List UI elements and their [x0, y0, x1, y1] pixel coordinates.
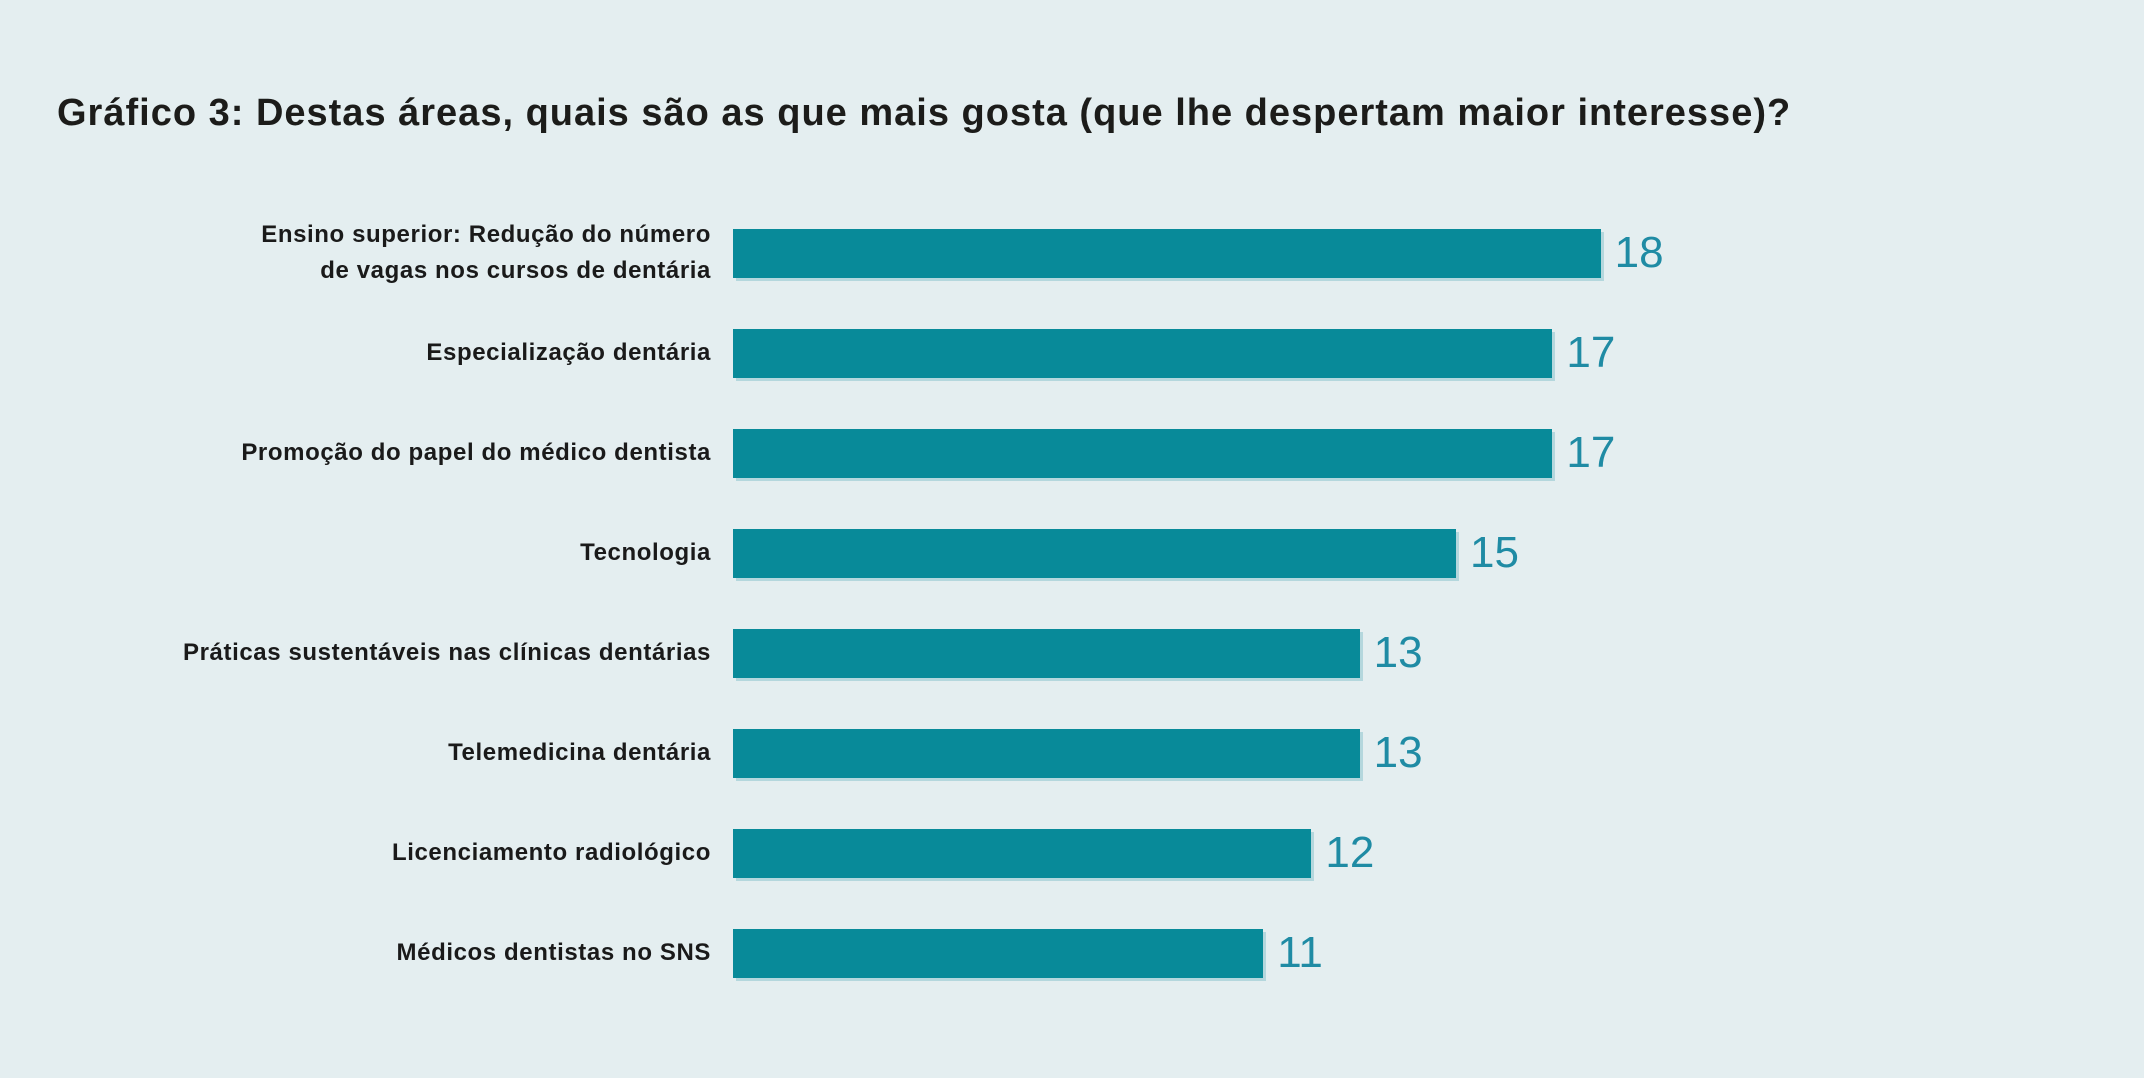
category-label: Médicos dentistas no SNS — [396, 939, 711, 966]
category-label: Licenciamento radiológico — [391, 839, 711, 866]
bar-area: 11 — [733, 928, 1323, 978]
bar — [733, 428, 1553, 478]
bar-value-label: 12 — [1325, 828, 1375, 877]
bar-row: Promoção do papel do médico dentista 17 — [0, 403, 2144, 503]
bar-area: 13 — [733, 728, 1423, 778]
bar-value-label: 17 — [1566, 428, 1616, 477]
category-label: Promoção do papel do médico dentista — [241, 439, 711, 466]
bar-area: 13 — [733, 628, 1423, 678]
bar-value-label: 15 — [1470, 528, 1519, 577]
bar — [733, 328, 1553, 378]
category-label: Especialização dentária — [426, 339, 711, 366]
category-label: Ensino superior: Redução do número de va… — [261, 221, 711, 284]
bar-row: Telemedicina dentária 13 — [0, 703, 2144, 803]
bar-chart: Ensino superior: Redução do número de va… — [0, 203, 2144, 1003]
bar-value-label: 13 — [1373, 728, 1423, 777]
bar-area: 18 — [733, 228, 1664, 278]
bar-area: 17 — [733, 328, 1616, 378]
bar-value-label: 13 — [1373, 628, 1423, 677]
bar-row: Especialização dentária 17 — [0, 303, 2144, 403]
bar-row: Tecnologia 15 — [0, 503, 2144, 603]
bar — [733, 528, 1456, 578]
bar-row: Ensino superior: Redução do número de va… — [0, 203, 2144, 303]
bar-value-label: 18 — [1614, 228, 1664, 277]
bar — [733, 828, 1312, 878]
bar-value-label: 11 — [1277, 928, 1323, 977]
bar — [733, 928, 1264, 978]
category-label: Telemedicina dentária — [448, 739, 711, 766]
bar-row: Médicos dentistas no SNS 11 — [0, 903, 2144, 1003]
bar — [733, 228, 1601, 278]
bar-area: 17 — [733, 428, 1616, 478]
category-label: Práticas sustentáveis nas clínicas dentá… — [183, 639, 711, 666]
bar-area: 12 — [733, 828, 1375, 878]
bar-row: Práticas sustentáveis nas clínicas dentá… — [0, 603, 2144, 703]
category-label: Tecnologia — [580, 539, 711, 566]
bar-area: 15 — [733, 528, 1519, 578]
bar — [733, 628, 1360, 678]
bar-row: Licenciamento radiológico 12 — [0, 803, 2144, 903]
bar — [733, 728, 1360, 778]
chart-title: Gráfico 3: Destas áreas, quais são as qu… — [57, 92, 1792, 134]
bar-value-label: 17 — [1566, 328, 1616, 377]
